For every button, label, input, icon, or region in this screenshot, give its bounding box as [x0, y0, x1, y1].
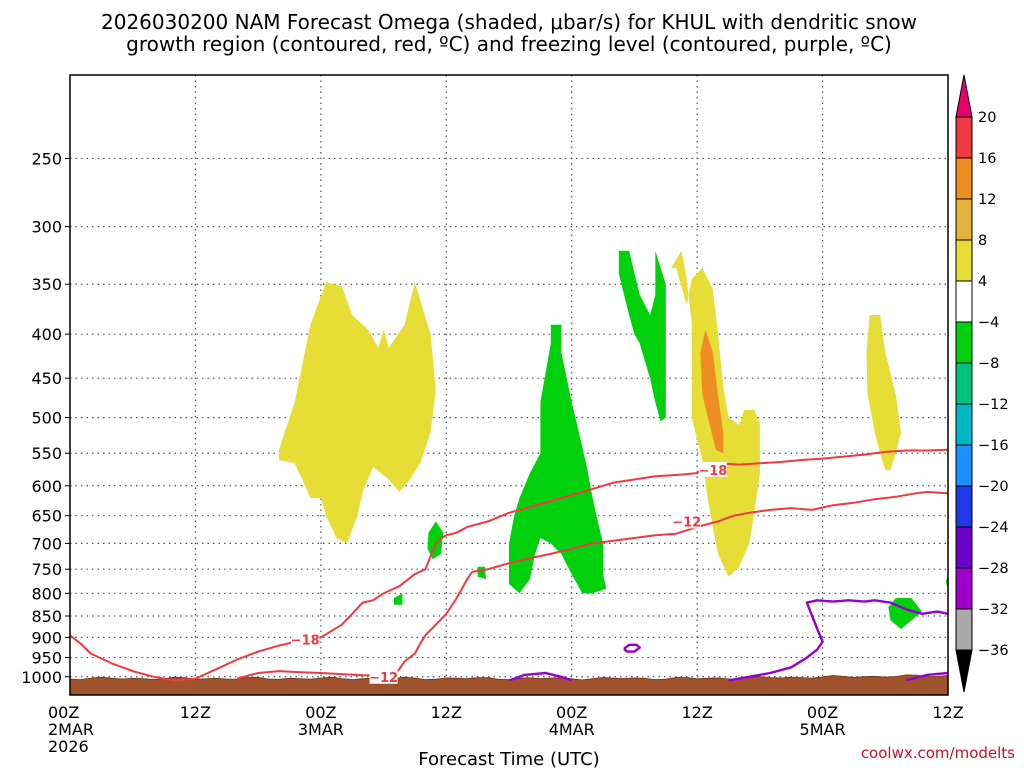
contour-label-bg	[369, 668, 398, 684]
dgz-contour-label-repeat: −12	[672, 515, 701, 530]
colorbar-label: −20	[978, 479, 1009, 495]
y-tick-label: 800	[31, 584, 62, 603]
y-tick-label: 950	[31, 649, 62, 668]
freezing-contour-2	[623, 643, 641, 653]
omega-region-8	[477, 566, 486, 579]
temperature-contours: −18 −12 −18 −12	[69, 448, 949, 686]
x-tick-label: 00Z	[807, 703, 838, 722]
x-axis-title: Forecast Time (UTC)	[418, 749, 599, 768]
dgz-contour-label-2: −12	[369, 671, 398, 686]
colorbar-label: 20	[978, 110, 996, 126]
colorbar-bottom-triangle	[955, 649, 973, 693]
colorbar-box	[955, 608, 973, 651]
x-tick-label: 3MAR	[298, 720, 344, 739]
grid-lines	[70, 75, 948, 695]
y-tick-label: 350	[31, 275, 62, 294]
colorbar-label: −32	[978, 602, 1009, 618]
freezing-contour-1	[508, 671, 573, 682]
ground-surface	[69, 674, 949, 696]
colorbar-box	[955, 444, 973, 487]
x-tick-label: 2026	[48, 737, 89, 756]
colorbar-label: 16	[978, 151, 996, 167]
x-tick-label: 12Z	[932, 703, 963, 722]
freezing-contour-4	[905, 671, 949, 682]
y-tick-label: 600	[31, 477, 62, 496]
colorbar-box	[955, 567, 973, 610]
colorbar-box	[955, 362, 973, 405]
y-tick-label: 500	[31, 409, 62, 428]
dgz-contour-1	[69, 448, 949, 682]
colorbar-label: −16	[978, 438, 1009, 454]
omega-shading	[279, 250, 948, 629]
x-tick-label: 12Z	[681, 703, 712, 722]
x-tick-label: 5MAR	[800, 720, 846, 739]
x-tick-label: 4MAR	[549, 720, 595, 739]
y-tick-label: 300	[31, 218, 62, 237]
y-tick-label: 250	[31, 149, 62, 168]
omega-region-9	[394, 593, 403, 605]
colorbar-box	[955, 526, 973, 569]
colorbar: 20 16 12 8 4 −4 −8 −12 −16 −20 −24 −28 −32 −36	[955, 74, 1009, 693]
colorbar-label: −12	[978, 397, 1009, 413]
y-tick-label: 850	[31, 607, 62, 626]
contour-label-bg	[698, 461, 727, 477]
title-line-2: growth region (contoured, red, ºC) and f…	[126, 32, 892, 56]
chart-title: 2026030200 NAM Forecast Omega (shaded, μ…	[101, 10, 917, 56]
y-tick-label: 700	[31, 534, 62, 553]
y-tick-label: 550	[31, 444, 62, 463]
omega-region-7	[427, 521, 444, 560]
colorbar-box	[955, 403, 973, 446]
y-tick-label: 650	[31, 507, 62, 526]
y-tick-label: 450	[31, 369, 62, 388]
colorbar-box	[955, 198, 973, 241]
colorbar-box	[955, 321, 973, 364]
omega-region-1	[279, 282, 436, 544]
dgz-contour-label-repeat: −18	[698, 464, 727, 479]
y-tick-label: 1000	[21, 668, 62, 687]
plot-frame	[69, 74, 949, 696]
colorbar-label: 4	[978, 274, 987, 290]
colorbar-label: 12	[978, 192, 996, 208]
x-tick-label: 2MAR	[48, 720, 94, 739]
colorbar-box	[955, 157, 973, 200]
colorbar-label: −8	[978, 356, 999, 372]
colorbar-label: −36	[978, 643, 1009, 659]
colorbar-label: 8	[978, 233, 987, 249]
omega-region-6	[618, 250, 666, 422]
colorbar-box	[955, 239, 973, 282]
omega-region-5	[509, 324, 607, 594]
x-tick-label: 00Z	[48, 703, 79, 722]
colorbar-label: −24	[978, 520, 1009, 536]
x-tick-label: 00Z	[305, 703, 336, 722]
colorbar-label: −28	[978, 561, 1009, 577]
colorbar-box	[955, 116, 973, 159]
y-axis-tick-labels: 250 300 350 400 450 500 550 600 650 700 750 800 850 9…	[21, 149, 70, 687]
dgz-contour-label-1: −18	[291, 633, 320, 648]
omega-region-4	[866, 315, 901, 470]
x-tick-label: 12Z	[180, 703, 211, 722]
y-tick-label: 400	[31, 325, 62, 344]
plot-border	[69, 74, 949, 696]
x-tick-label: 00Z	[556, 703, 587, 722]
colorbar-top-triangle	[955, 74, 973, 118]
contour-label-bg	[291, 631, 320, 647]
colorbar-label: −4	[978, 315, 999, 331]
ground-terrain	[69, 674, 949, 696]
title-line-1: 2026030200 NAM Forecast Omega (shaded, μ…	[101, 10, 917, 34]
y-tick-label: 750	[31, 560, 62, 579]
y-tick-label: 900	[31, 628, 62, 647]
credit-link[interactable]: coolwx.com/modelts	[861, 744, 1015, 762]
colorbar-box	[955, 280, 973, 323]
contour-label-bg	[672, 513, 701, 529]
freezing-contour-3	[728, 599, 949, 682]
colorbar-box	[955, 485, 973, 528]
omega-region-3	[700, 329, 724, 454]
x-tick-label: 12Z	[431, 703, 462, 722]
